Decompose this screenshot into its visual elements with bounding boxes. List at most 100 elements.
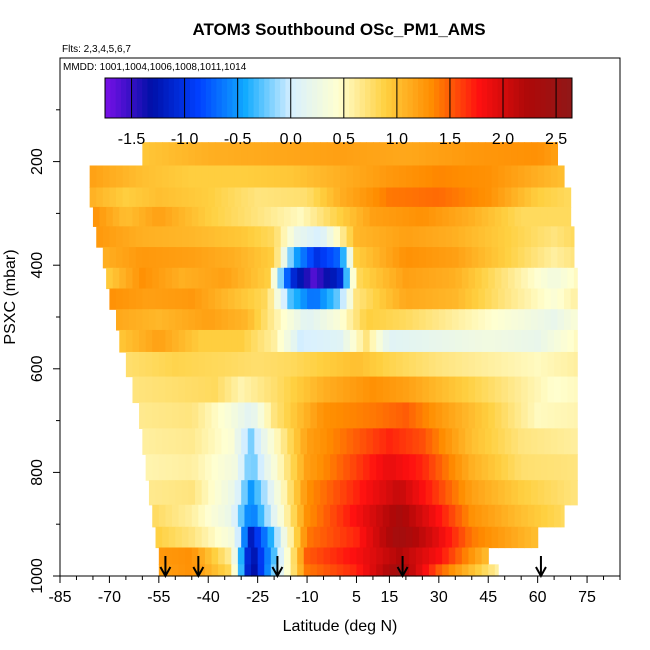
heatmap-cell: [366, 247, 374, 269]
heatmap-cell: [254, 428, 262, 455]
heatmap-cell: [554, 504, 562, 528]
heatmap-cell: [461, 351, 470, 378]
heatmap-cell: [234, 226, 242, 248]
heatmap-cell: [221, 480, 229, 506]
heatmap-cell: [313, 428, 321, 455]
heatmap-cell: [422, 267, 430, 290]
heatmap-cell: [158, 402, 167, 429]
heatmap-cell: [313, 309, 321, 331]
heatmap-cell: [336, 267, 344, 290]
heatmap-cell: [517, 309, 526, 331]
heatmap-cell: [353, 247, 361, 269]
heatmap-cell: [382, 547, 391, 565]
heatmap-cell: [488, 564, 496, 577]
heatmap-cell: [234, 526, 242, 549]
y-tick-label: 200: [29, 148, 46, 175]
heatmap-cell: [488, 376, 496, 404]
colorbar-segment: [343, 78, 350, 118]
heatmap-cell: [501, 351, 509, 378]
heatmap-cell: [573, 402, 578, 429]
heatmap-cell: [330, 564, 338, 577]
heatmap-cell: [257, 329, 265, 353]
heatmap-cell: [402, 402, 410, 429]
heatmap-cell: [573, 376, 578, 404]
heatmap-cell: [501, 206, 509, 227]
heatmap-cell: [376, 564, 384, 577]
heatmap-cell: [557, 187, 565, 208]
heatmap-cell: [277, 376, 285, 404]
heatmap-cell: [274, 142, 282, 167]
heatmap-cell: [409, 206, 417, 227]
heatmap-cell: [241, 165, 249, 189]
heatmap-cell: [290, 329, 298, 353]
heatmap-cell: [415, 402, 423, 429]
heatmap-cell: [491, 480, 499, 506]
heatmap-cell: [452, 309, 460, 331]
heatmap-cell: [396, 504, 404, 528]
heatmap-cell: [428, 564, 437, 577]
heatmap-cell: [188, 187, 196, 208]
heatmap-cell: [402, 329, 410, 353]
heatmap-cell: [540, 376, 549, 404]
colorbar-segment: [412, 78, 419, 118]
heatmap-cell: [274, 187, 282, 208]
heatmap-cell: [162, 428, 170, 455]
heatmap-cell: [244, 454, 252, 481]
heatmap-cell: [336, 402, 344, 429]
heatmap-cell: [392, 165, 400, 189]
heatmap-cell: [405, 288, 414, 310]
heatmap-cell: [560, 206, 568, 227]
heatmap-cell: [287, 428, 295, 455]
heatmap-cell: [412, 247, 420, 269]
heatmap-cell: [333, 226, 341, 248]
heatmap-cell: [366, 288, 374, 310]
heatmap-cell: [333, 288, 341, 310]
heatmap-cell: [168, 288, 176, 310]
heatmap-cell: [359, 142, 367, 167]
heatmap-cell: [178, 206, 186, 227]
heatmap-cell: [155, 247, 163, 269]
heatmap-cell: [363, 402, 371, 429]
heatmap-cell: [389, 454, 397, 481]
heatmap-cell: [257, 402, 265, 429]
heatmap-cell: [172, 329, 180, 353]
heatmap-cell: [323, 454, 331, 481]
heatmap-cell: [188, 480, 196, 506]
heatmap-cell: [152, 267, 160, 290]
heatmap-cell: [498, 142, 506, 167]
heatmap-cell: [382, 402, 391, 429]
colorbar-segment: [258, 78, 265, 118]
heatmap-cell: [412, 428, 420, 455]
heatmap-cell: [132, 206, 140, 227]
heatmap-cell: [316, 206, 325, 227]
heatmap-cell: [218, 547, 226, 565]
heatmap-cell: [340, 226, 348, 248]
heatmap-cell: [270, 267, 279, 290]
heatmap-cell: [501, 376, 509, 404]
heatmap-cell: [498, 288, 506, 310]
heatmap-cell: [567, 206, 572, 227]
heatmap-cell: [399, 247, 407, 269]
heatmap-cell: [511, 187, 519, 208]
heatmap-cell: [326, 428, 335, 455]
heatmap-cell: [152, 351, 160, 378]
heatmap-cell: [425, 309, 433, 331]
heatmap-cell: [172, 402, 180, 429]
colorbar-segment: [503, 78, 509, 118]
heatmap-cell: [303, 329, 311, 353]
heatmap-cell: [422, 376, 430, 404]
heatmap-cell: [267, 247, 275, 269]
heatmap-cell: [208, 526, 216, 549]
heatmap-cell: [316, 504, 325, 528]
profile-arrow-head: [271, 566, 284, 579]
heatmap-cell: [155, 288, 163, 310]
heatmap-cell: [366, 226, 374, 248]
heatmap-cell: [244, 564, 252, 577]
heatmap-cell: [264, 454, 272, 481]
heatmap-cell: [346, 480, 354, 506]
heatmap-cell: [514, 206, 522, 227]
heatmap-cell: [458, 428, 466, 455]
heatmap-cell: [382, 564, 391, 577]
heatmap-cell: [534, 206, 542, 227]
